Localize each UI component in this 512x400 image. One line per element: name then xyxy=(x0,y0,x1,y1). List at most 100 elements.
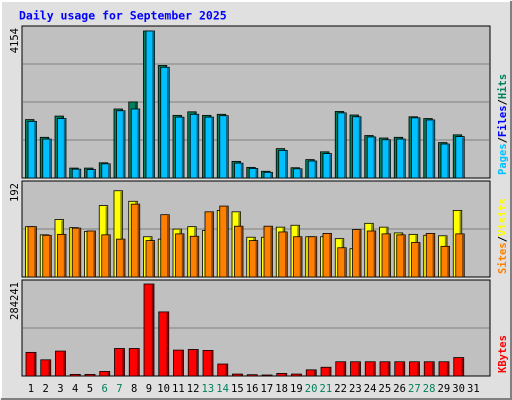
bar-pages-day-18 xyxy=(278,149,288,179)
bar-sites-day-21 xyxy=(322,232,332,278)
bar-shade-pages-day-29 xyxy=(447,144,450,178)
bar-shade-sites-day-24 xyxy=(373,231,376,277)
day-label-23: 23 xyxy=(349,383,362,395)
bar-shade-kbytes-day-12 xyxy=(196,350,198,376)
bar-shade-pages-day-28 xyxy=(432,120,435,178)
bar-shade-sites-day-11 xyxy=(181,234,184,277)
bar-shade-pages-day-27 xyxy=(417,118,420,178)
bar-shade-pages-day-21 xyxy=(329,154,332,178)
bar-shade-kbytes-day-2 xyxy=(48,360,51,376)
day-label-11: 11 xyxy=(172,383,185,395)
day-label-27: 27 xyxy=(408,383,421,395)
bar-shade-sites-day-26 xyxy=(403,235,405,277)
legend-separator: / xyxy=(497,99,509,105)
bar-shade-pages-day-6 xyxy=(108,164,110,178)
bar-shade-sites-day-14 xyxy=(226,206,228,277)
bar-shade-pages-day-3 xyxy=(63,119,66,178)
bar-shade-kbytes-day-3 xyxy=(63,351,66,376)
bar-kbytes-day-22 xyxy=(335,361,347,377)
bar-shade-sites-day-15 xyxy=(240,227,243,277)
bar-shade-kbytes-day-9 xyxy=(151,284,154,376)
bar-shade-kbytes-day-29 xyxy=(446,362,449,376)
bar-kbytes-day-23 xyxy=(350,361,361,377)
legend-separator: / xyxy=(497,236,509,242)
bar-shade-sites-day-27 xyxy=(417,243,420,277)
bar-shade-pages-day-30 xyxy=(462,137,464,178)
day-label-20: 20 xyxy=(305,383,318,395)
day-label-4: 4 xyxy=(72,383,78,395)
bar-pages-day-15 xyxy=(234,162,244,179)
legend-hits: Pages/Files/Hits xyxy=(497,74,509,175)
bar-pages-day-5 xyxy=(86,169,96,179)
bar-shade-pages-day-13 xyxy=(211,117,214,178)
bar-sites-day-16 xyxy=(248,240,259,278)
bar-sites-day-25 xyxy=(381,233,391,278)
bar-kbytes-day-1 xyxy=(25,351,37,377)
panel-kbytes: 284241 KBytes xyxy=(9,279,509,377)
bar-pages-day-7 xyxy=(116,110,126,179)
bar-kbytes-day-19 xyxy=(291,373,302,377)
day-label-28: 28 xyxy=(423,383,436,395)
day-label-21: 21 xyxy=(320,383,333,395)
bar-pages-day-21 xyxy=(322,153,332,179)
bar-pages-day-9 xyxy=(145,30,155,179)
bar-shade-kbytes-day-24 xyxy=(373,362,375,376)
bar-sites-day-20 xyxy=(307,236,318,278)
bar-kbytes-day-17 xyxy=(261,374,273,377)
bar-sites-day-23 xyxy=(352,229,362,278)
bar-shade-sites-day-10 xyxy=(167,215,169,277)
bar-pages-day-4 xyxy=(71,168,82,179)
bar-pages-day-30 xyxy=(455,136,465,179)
bar-sites-day-4 xyxy=(71,227,82,278)
legend-kbytes: KBytes xyxy=(497,335,509,373)
day-label-2: 2 xyxy=(42,383,48,395)
legend-separator: / xyxy=(497,137,509,143)
bar-kbytes-day-11 xyxy=(173,349,184,377)
bar-kbytes-day-24 xyxy=(364,361,376,377)
bar-sites-day-24 xyxy=(366,230,377,278)
bar-kbytes-day-25 xyxy=(379,361,391,377)
bar-shade-sites-day-5 xyxy=(93,231,96,277)
day-label-30: 30 xyxy=(452,383,465,395)
day-label-13: 13 xyxy=(202,383,215,395)
day-label-8: 8 xyxy=(131,383,137,395)
bar-shade-kbytes-day-28 xyxy=(432,362,434,376)
day-label-29: 29 xyxy=(438,383,451,395)
bar-kbytes-day-29 xyxy=(438,361,450,377)
bar-shade-kbytes-day-14 xyxy=(225,364,228,376)
day-label-31: 31 xyxy=(467,383,480,395)
bar-sites-day-11 xyxy=(175,233,185,278)
legend-item-sites: Sites xyxy=(497,242,509,274)
day-label-15: 15 xyxy=(231,383,244,395)
bar-shade-kbytes-day-19 xyxy=(299,374,302,376)
bar-kbytes-day-3 xyxy=(55,350,66,377)
bar-shade-pages-day-4 xyxy=(78,169,81,178)
bar-sites-day-17 xyxy=(263,225,273,278)
bar-kbytes-day-7 xyxy=(114,348,125,377)
bar-pages-day-29 xyxy=(440,143,450,179)
bar-kbytes-day-4 xyxy=(69,373,81,377)
day-label-1: 1 xyxy=(28,383,34,395)
bar-shade-pages-day-1 xyxy=(34,122,37,178)
bar-shade-sites-day-4 xyxy=(78,228,81,277)
bar-kbytes-day-5 xyxy=(84,373,96,377)
day-label-10: 10 xyxy=(157,383,170,395)
legend-item-files: Files xyxy=(497,105,509,137)
bar-kbytes-day-27 xyxy=(409,361,420,377)
bar-shade-sites-day-29 xyxy=(447,247,450,277)
bar-kbytes-day-20 xyxy=(305,369,317,377)
legend-item-pages: Pages xyxy=(497,143,509,175)
bar-sites-day-6 xyxy=(101,234,111,278)
bar-shade-kbytes-day-11 xyxy=(181,350,184,376)
day-label-26: 26 xyxy=(393,383,406,395)
legend-item-visits: Visits xyxy=(497,198,509,236)
chart-title: Daily usage for September 2025 xyxy=(19,9,227,23)
bar-kbytes-day-30 xyxy=(453,357,465,377)
day-label-12: 12 xyxy=(187,383,200,395)
bar-shade-kbytes-day-26 xyxy=(402,362,405,376)
bar-shade-sites-day-2 xyxy=(49,236,51,277)
bar-shade-pages-day-9 xyxy=(152,31,155,178)
